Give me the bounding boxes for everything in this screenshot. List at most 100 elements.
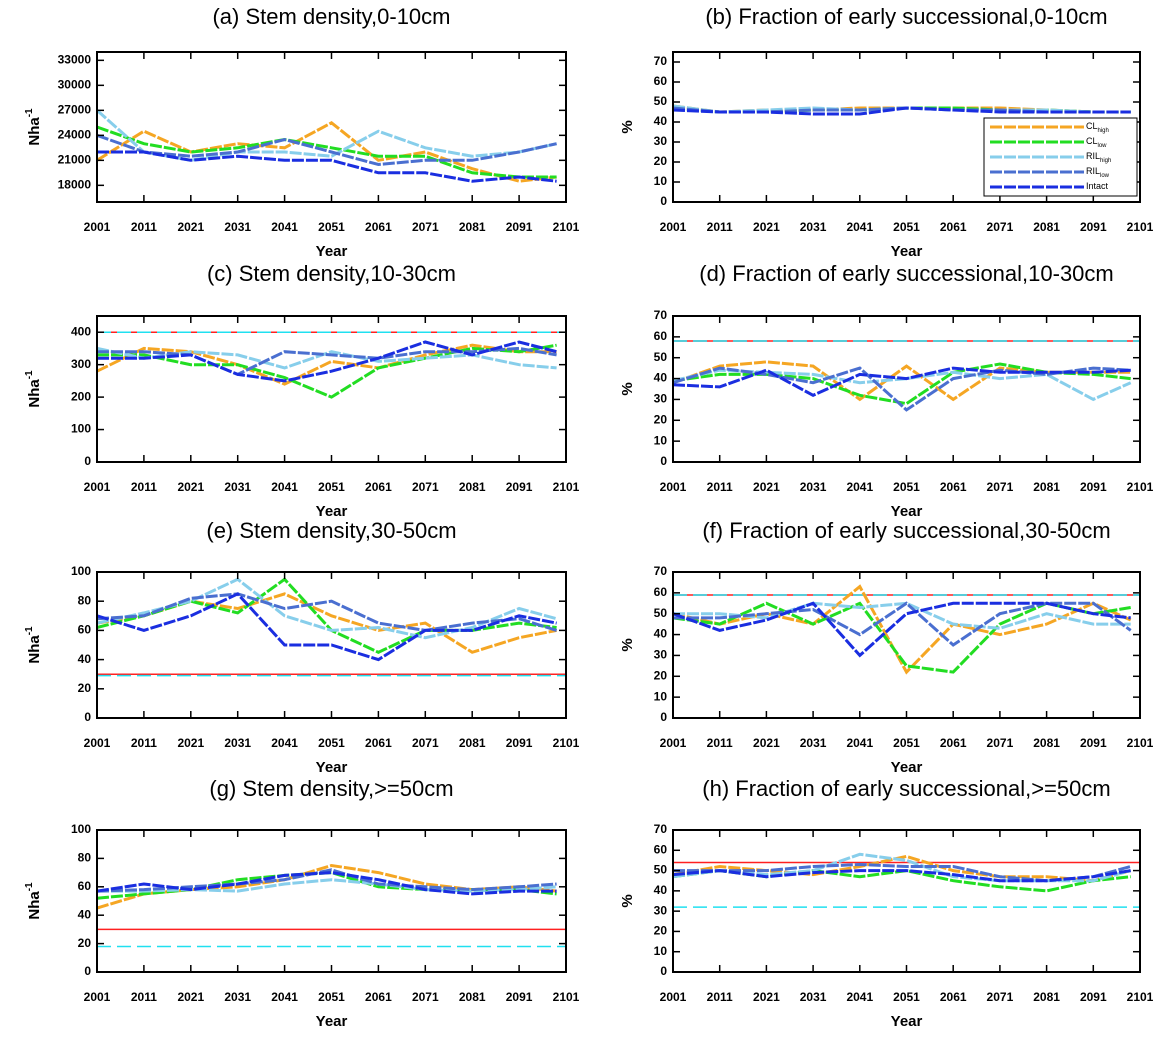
x-tick-label: 2091 — [506, 990, 533, 1004]
plot-frame — [96, 829, 567, 973]
x-tick-label: 2101 — [1127, 480, 1154, 494]
y-tick-label: 70 — [654, 822, 668, 836]
x-tick-label: 2021 — [177, 990, 204, 1004]
series-line — [672, 106, 1131, 116]
x-tick-label: 2041 — [271, 480, 298, 494]
x-tick-label: 2071 — [987, 990, 1014, 1004]
x-tick-label: 2091 — [1080, 480, 1107, 494]
x-tick-label: 2071 — [412, 220, 439, 234]
x-tick-label: 2031 — [800, 736, 827, 750]
x-tick-label: 2001 — [84, 736, 111, 750]
y-axis-label-sup: -1 — [24, 882, 35, 891]
series-line — [96, 343, 557, 386]
x-tick-label: 2061 — [940, 480, 967, 494]
y-tick-label: 33000 — [58, 53, 92, 67]
plot-frame — [672, 315, 1141, 463]
x-tick-label: 2021 — [753, 480, 780, 494]
x-axis-label: Year — [316, 243, 348, 260]
x-tick-label: 2031 — [800, 480, 827, 494]
y-tick-label: 10 — [654, 689, 668, 703]
legend-label: RILhigh — [1086, 151, 1111, 163]
x-tick-label: 2071 — [987, 220, 1014, 234]
x-tick-label: 2061 — [940, 990, 967, 1004]
chart-title: (a) Stem density,0-10cm — [212, 4, 450, 29]
y-tick-label: 18000 — [58, 178, 92, 192]
y-tick-label: 30 — [654, 392, 668, 406]
x-tick-label: 2101 — [1127, 736, 1154, 750]
legend-label: CLlow — [1086, 136, 1107, 148]
legend-name: Intact — [1086, 181, 1109, 191]
x-tick-label: 2071 — [412, 480, 439, 494]
legend-subscript: high — [1100, 158, 1111, 164]
panel: (g) Stem density,>=50cm 2001 2011 2021 2031 2… — [24, 776, 580, 1030]
y-tick-label: 60 — [654, 74, 668, 88]
series-line — [673, 862, 1132, 883]
y-tick-label: 50 — [654, 350, 668, 364]
x-tick-label: 2031 — [224, 480, 251, 494]
y-tick-label: 10 — [654, 433, 668, 447]
legend-subscript: low — [1100, 173, 1110, 179]
y-tick-label: 40 — [654, 371, 668, 385]
legend-label: RILlow — [1086, 166, 1110, 178]
chart-title: (d) Fraction of early successional,10-30… — [699, 261, 1114, 286]
y-tick-label: 50 — [654, 606, 668, 620]
series-line — [96, 121, 557, 183]
y-tick-label: 21000 — [58, 153, 92, 167]
chart-title: (e) Stem density,30-50cm — [206, 518, 456, 543]
y-axis-label: Nha-1 — [24, 108, 43, 146]
y-tick-label: 40 — [654, 883, 668, 897]
x-tick-label: 2091 — [506, 736, 533, 750]
x-tick-label: 2011 — [131, 480, 157, 494]
x-tick-label: 2091 — [1080, 990, 1107, 1004]
x-tick-label: 2081 — [1033, 990, 1060, 1004]
plot-frame — [672, 571, 1141, 719]
x-axis-label: Year — [891, 243, 923, 260]
y-tick-label: 40 — [654, 114, 668, 128]
x-tick-label: 2071 — [987, 736, 1014, 750]
series-line — [96, 577, 557, 654]
y-axis-label: % — [619, 382, 636, 395]
x-tick-label: 2051 — [893, 990, 920, 1004]
x-tick-label: 2011 — [131, 220, 157, 234]
x-tick-label: 2071 — [412, 736, 439, 750]
panel: (e) Stem density,30-50cm 2001 2011 2021 2031… — [24, 518, 580, 776]
y-axis-label-text: % — [619, 638, 636, 651]
x-tick-label: 2011 — [707, 220, 733, 234]
legend-label: CLhigh — [1086, 121, 1109, 133]
series-line — [672, 366, 1131, 397]
x-tick-label: 2101 — [553, 990, 580, 1004]
series-line — [97, 340, 557, 383]
x-tick-label: 2061 — [365, 220, 392, 234]
x-axis-label: Year — [316, 759, 348, 776]
y-tick-label: 0 — [84, 454, 91, 468]
legend-label: Intact — [1086, 181, 1109, 191]
x-tick-label: 2061 — [365, 990, 392, 1004]
series-line — [96, 133, 557, 167]
x-tick-label: 2061 — [940, 736, 967, 750]
x-tick-label: 2081 — [459, 990, 486, 1004]
x-tick-label: 2071 — [412, 990, 439, 1004]
y-tick-label: 30000 — [58, 78, 92, 92]
series-line — [96, 592, 558, 632]
y-axis-label: Nha-1 — [24, 626, 43, 664]
x-axis-label: Year — [891, 1013, 923, 1030]
x-tick-label: 2061 — [940, 220, 967, 234]
x-tick-label: 2021 — [753, 220, 780, 234]
x-tick-label: 2081 — [459, 480, 486, 494]
x-tick-label: 2011 — [707, 480, 733, 494]
x-tick-label: 2031 — [224, 220, 251, 234]
panel: (c) Stem density,10-30cm 2001 2011 2021 2031… — [24, 261, 580, 520]
y-tick-label: 40 — [78, 652, 92, 666]
x-tick-label: 2061 — [365, 736, 392, 750]
y-tick-label: 0 — [660, 454, 667, 468]
legend-subscript: low — [1098, 143, 1108, 149]
x-tick-label: 2011 — [707, 990, 733, 1004]
y-tick-label: 27000 — [58, 103, 92, 117]
x-tick-label: 2031 — [800, 220, 827, 234]
legend-subscript: high — [1098, 128, 1109, 134]
x-tick-label: 2021 — [753, 736, 780, 750]
x-tick-label: 2031 — [800, 990, 827, 1004]
x-tick-label: 2041 — [271, 220, 298, 234]
y-tick-label: 0 — [660, 194, 667, 208]
y-tick-label: 100 — [71, 422, 91, 436]
